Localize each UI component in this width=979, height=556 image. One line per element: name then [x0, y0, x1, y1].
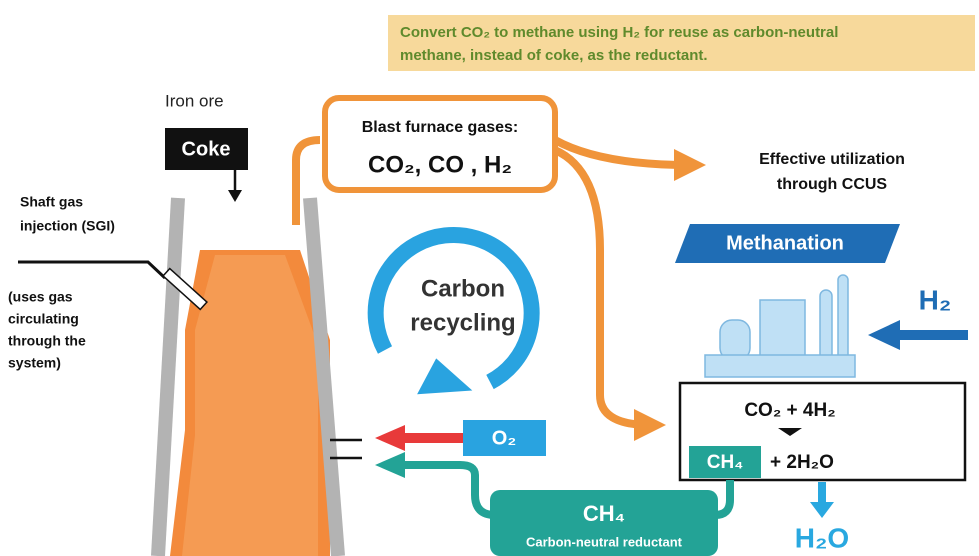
note-line: Convert CO₂ to methane using H₂ for reus…	[400, 24, 838, 41]
methanation-banner	[675, 224, 900, 263]
reductant-box	[490, 490, 718, 556]
o2-box	[463, 420, 546, 456]
coke-arrow-head	[228, 190, 242, 202]
cycle-arrow-head	[417, 358, 473, 395]
ccus-arrow	[553, 136, 706, 181]
ccus-label: Effective utilization	[759, 151, 905, 168]
methanation-arrow	[553, 146, 666, 441]
o2-label: O₂	[492, 427, 516, 449]
plant-icon	[704, 274, 856, 378]
blast-furnace-gases: CO₂, CO , H₂	[368, 151, 512, 178]
uses-gas-label: through the	[8, 333, 86, 349]
ch4-box	[689, 446, 761, 478]
product-ch4: CH₄	[707, 452, 744, 473]
cycle-label: Carbon	[421, 275, 505, 302]
cycle-label: recycling	[410, 309, 515, 336]
blast-furnace-box	[322, 95, 558, 193]
furnace-glow	[182, 255, 318, 556]
water-label: H₂O	[795, 522, 849, 553]
uses-gas-label: (uses gas	[8, 289, 73, 305]
note-line: methane, instead of coke, as the reducta…	[400, 47, 708, 64]
gas-pipe	[292, 136, 321, 225]
uses-gas-label: system)	[8, 355, 61, 371]
reductant-formula: CH₄	[583, 501, 625, 526]
coke-box	[165, 128, 248, 170]
h2-label: H₂	[919, 284, 952, 315]
ch4-return	[400, 461, 496, 519]
iron-ore-label: Iron ore	[165, 91, 224, 110]
reductant-label: Carbon-neutral reductant	[526, 534, 683, 549]
methanation-label: Methanation	[726, 232, 844, 254]
product-water: + 2H₂O	[770, 452, 834, 473]
h2-arrow-head	[868, 320, 900, 350]
reactants: CO₂ + 4H₂	[744, 400, 835, 421]
ccus-label: through CCUS	[777, 176, 888, 193]
water-arrow-head	[810, 502, 834, 518]
coke-label: Coke	[182, 138, 231, 160]
o2-arrow-head	[375, 425, 405, 451]
furnace-wall	[303, 197, 345, 556]
sgi-nozzle	[162, 267, 208, 311]
sgi-label: injection (SGI)	[20, 218, 115, 234]
reaction-arrow	[778, 428, 802, 436]
furnace-wall	[151, 197, 185, 556]
sgi-label: Shaft gas	[20, 194, 83, 210]
blast-furnace-title: Blast furnace gases:	[362, 119, 519, 136]
note-box	[388, 15, 975, 71]
uses-gas-label: circulating	[8, 311, 79, 327]
cycle-arrow	[367, 227, 540, 390]
ports	[330, 438, 362, 460]
ch4-return-head	[375, 452, 405, 478]
sgi-pipe	[18, 260, 167, 280]
